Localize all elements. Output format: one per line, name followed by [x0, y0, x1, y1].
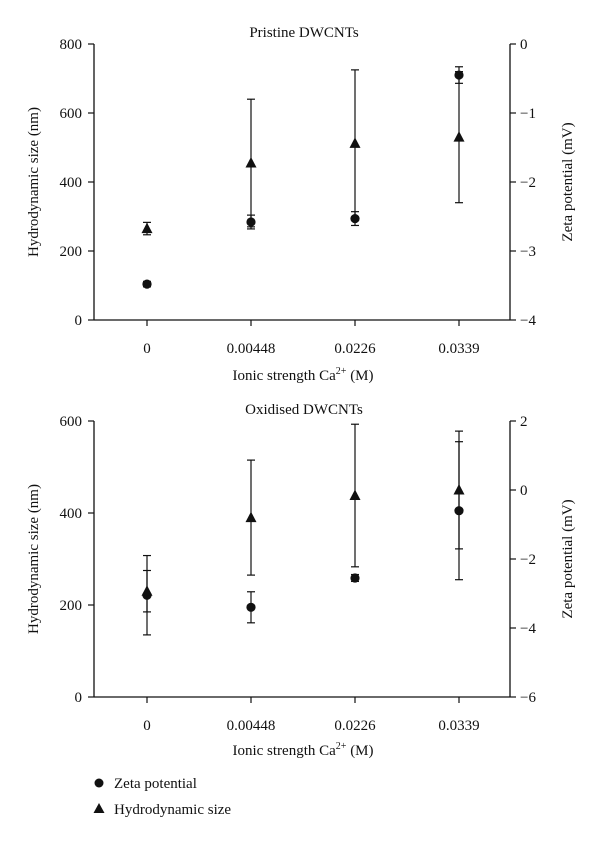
- hydrodynamic-size-point: [141, 585, 153, 596]
- right-y-tick-label: −2: [520, 552, 536, 568]
- legend-label-hydrodynamic: Hydrodynamic size: [114, 802, 231, 818]
- right-y-tick-label: −4: [520, 313, 536, 329]
- zeta-potential-point: [142, 279, 152, 289]
- hydrodynamic-size-point: [245, 511, 257, 523]
- legend-triangle-marker: [93, 803, 105, 813]
- chart-title: Oxidised DWCNTs: [245, 402, 363, 418]
- left-y-tick-label: 0: [75, 313, 83, 329]
- right-y-tick-label: −1: [520, 106, 536, 122]
- x-tick-label: 0.0226: [334, 718, 376, 734]
- right-y-axis-label: Zeta potential (mV): [560, 499, 576, 618]
- left-y-tick-label: 400: [60, 506, 83, 522]
- hydrodynamic-size-point: [453, 484, 465, 495]
- legend: Zeta potential Hydrodynamic size: [93, 776, 231, 818]
- hydrodynamic-size-point: [141, 222, 153, 234]
- left-y-tick-label: 0: [75, 690, 83, 706]
- right-y-tick-label: −3: [520, 244, 536, 260]
- right-y-tick-label: −2: [520, 175, 536, 191]
- data-marks: 0 200 400 600 800 0 −1 −2 −3 −4 0 0.00448 0.0226 0.03…: [60, 37, 537, 357]
- x-tick-label: 0.00448: [227, 341, 276, 357]
- hydrodynamic-size-point: [349, 489, 361, 501]
- x-axis-label: Ionic strength Ca2+ (M): [232, 366, 373, 384]
- chart-panel-oxidised: Oxidised DWCNTs Hydrodynamic size (nm) Z…: [26, 402, 576, 759]
- left-y-tick-label: 200: [60, 598, 83, 614]
- right-y-tick-label: 0: [520, 483, 528, 499]
- right-y-tick-label: −6: [520, 690, 536, 706]
- x-tick-label: 0.0226: [334, 341, 376, 357]
- x-tick-label: 0: [143, 718, 151, 734]
- left-y-axis-label: Hydrodynamic size (nm): [26, 484, 42, 634]
- legend-circle-marker: [94, 778, 104, 788]
- left-y-axis-label: Hydrodynamic size (nm): [26, 107, 42, 257]
- x-tick-label: 0.0339: [438, 718, 479, 734]
- zeta-potential-point: [246, 602, 256, 612]
- right-y-tick-label: −4: [520, 621, 536, 637]
- left-y-tick-label: 600: [60, 106, 83, 122]
- right-y-tick-label: 2: [520, 414, 528, 430]
- hydrodynamic-size-point: [245, 157, 257, 168]
- chart-title: Pristine DWCNTs: [249, 25, 359, 41]
- x-tick-label: 0.00448: [227, 718, 276, 734]
- legend-label-zeta: Zeta potential: [114, 776, 197, 792]
- x-tick-label: 0: [143, 341, 151, 357]
- x-axis-label: Ionic strength Ca2+ (M): [232, 741, 373, 759]
- zeta-potential-point: [350, 573, 360, 583]
- hydrodynamic-size-point: [453, 131, 465, 142]
- left-y-tick-label: 400: [60, 175, 83, 191]
- right-y-tick-label: 0: [520, 37, 528, 53]
- data-marks: 0 200 400 600 2 0 −2 −4 −6 0 0.00448 0.0226 0.0339: [60, 414, 537, 734]
- right-y-axis-label: Zeta potential (mV): [560, 122, 576, 241]
- left-y-tick-label: 800: [60, 37, 83, 53]
- left-y-tick-label: 600: [60, 414, 83, 430]
- x-tick-label: 0.0339: [438, 341, 479, 357]
- hydrodynamic-size-point: [349, 137, 361, 148]
- left-y-tick-label: 200: [60, 244, 83, 260]
- chart-panel-pristine: Pristine DWCNTs Hydrodynamic size (nm) Z…: [26, 25, 576, 384]
